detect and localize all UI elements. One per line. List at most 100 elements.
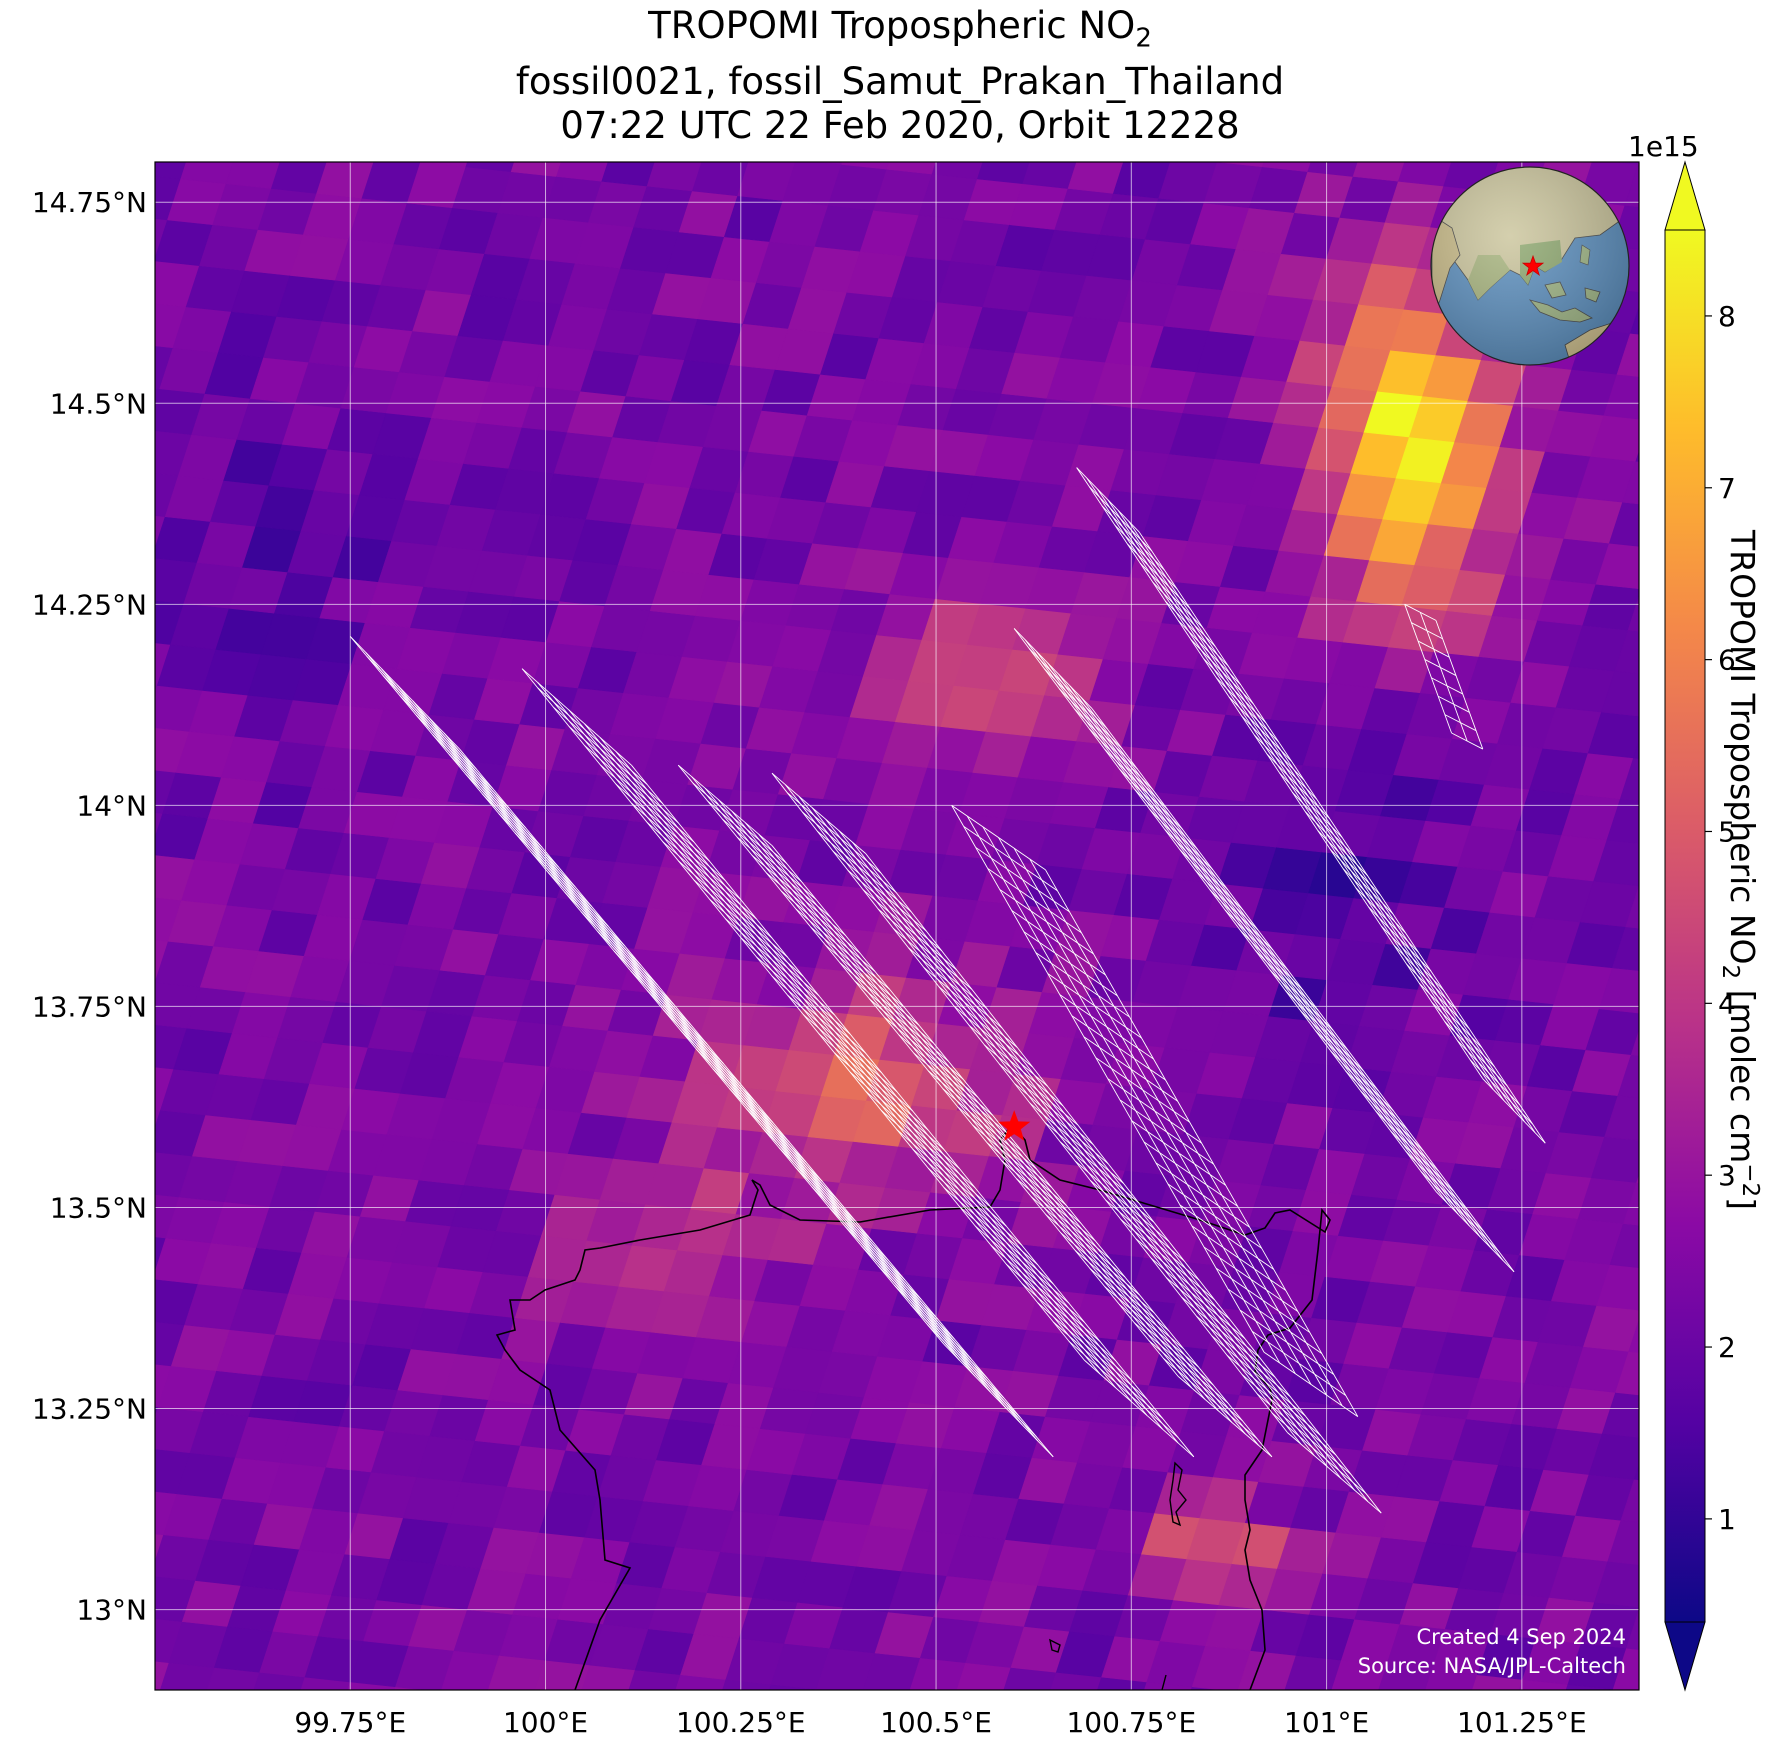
colorbar-exponent: 1e15 xyxy=(1628,130,1699,163)
no2-pixel xyxy=(1598,967,1639,1014)
footprint-swath xyxy=(349,636,1054,1458)
figure-title: TROPOMI Tropospheric NO2 fossil0021, fos… xyxy=(160,4,1640,148)
y-tick-label: 14.25°N xyxy=(32,588,147,621)
no2-pixel xyxy=(1626,1608,1639,1650)
no2-pixel xyxy=(155,162,187,180)
no2-pixel xyxy=(1623,1182,1639,1226)
no2-pixel xyxy=(1582,583,1639,631)
no2-pixel xyxy=(692,162,749,197)
footprint-swath xyxy=(521,668,1195,1458)
no2-pixel xyxy=(1607,1519,1639,1565)
title-line-2: fossil0021, fossil_Samut_Prakan_Thailand xyxy=(515,60,1285,104)
x-tick-label: 100.5°E xyxy=(880,1706,992,1739)
no2-pixel xyxy=(1603,373,1639,420)
no2-pixel xyxy=(361,162,421,204)
map-frame xyxy=(154,161,1640,1691)
no2-pixel xyxy=(1307,162,1359,177)
no2-pixel xyxy=(1627,595,1639,632)
x-tick-label: 101.25°E xyxy=(1457,1706,1587,1739)
no2-pixel xyxy=(1608,501,1639,547)
no2-pixel xyxy=(1619,757,1639,802)
colorbar-tick-label: 4 xyxy=(1718,987,1736,1020)
colorbar-tick-label: 6 xyxy=(1718,644,1736,677)
y-tick-label: 14.5°N xyxy=(50,387,147,420)
no2-pixel xyxy=(1158,162,1218,204)
no2-pixel xyxy=(1601,670,1639,717)
title-line-1: TROPOMI Tropospheric NO2 xyxy=(648,4,1152,54)
no2-pixel xyxy=(1593,839,1639,887)
no2-pixel xyxy=(1398,162,1452,187)
no2-pixel xyxy=(180,162,234,185)
no2-pixel xyxy=(1614,629,1639,674)
no2-pixel xyxy=(1624,164,1639,208)
no2-pixel xyxy=(1113,162,1171,199)
x-tick-label: 100.75°E xyxy=(1066,1706,1196,1739)
colorbar-gradient xyxy=(1664,229,1706,1623)
no2-pixel xyxy=(601,162,656,187)
no2-pixel xyxy=(1617,1054,1639,1099)
no2-pixel xyxy=(316,162,375,199)
site-marker-star xyxy=(998,1110,1031,1141)
globe-site-marker xyxy=(1521,254,1545,277)
credits: Created 4 Sep 2024 Source: NASA/JPL-Calt… xyxy=(1358,1625,1626,1678)
no2-pixel xyxy=(1635,450,1639,462)
no2-pixel xyxy=(420,162,468,168)
x-tick-label: 100°E xyxy=(503,1706,588,1739)
no2-pixel xyxy=(1585,1008,1639,1056)
no2-pixel xyxy=(931,162,984,180)
y-tick-label: 14°N xyxy=(76,789,147,822)
no2-pixel xyxy=(1615,1351,1639,1396)
x-tick-label: 101°E xyxy=(1284,1706,1369,1739)
island xyxy=(1049,1638,1061,1653)
no2-pixel xyxy=(1022,162,1077,189)
no2-pixel xyxy=(1630,305,1639,335)
no2-pixel xyxy=(271,162,328,194)
y-tick-label: 14.75°N xyxy=(32,186,147,219)
footprint-swath xyxy=(1013,628,1515,1273)
inset-globe xyxy=(1430,166,1630,366)
footprint-swath xyxy=(1076,467,1546,1144)
no2-pixel xyxy=(1616,332,1639,377)
no2-pixel xyxy=(1596,1264,1639,1311)
no2-pixel xyxy=(1630,1029,1639,1056)
no2-pixel xyxy=(1587,711,1639,759)
no2-pixel xyxy=(1606,798,1639,844)
no2-pixel xyxy=(225,162,281,189)
data-source: Source: NASA/JPL-Caltech xyxy=(1358,1654,1626,1678)
y-tick-label: 13.5°N xyxy=(50,1191,147,1224)
target-footprint-grids xyxy=(349,467,1546,1514)
no2-pixel xyxy=(1628,1318,1639,1353)
no2-pixel xyxy=(1633,739,1639,759)
no2-pixel xyxy=(1216,162,1265,168)
no2-pixel xyxy=(1609,1223,1639,1268)
no2-pixel xyxy=(1601,1392,1639,1438)
no2-pixel xyxy=(1625,885,1639,929)
colorbar-tick-label: 7 xyxy=(1718,472,1736,505)
colorbar-tick-label: 3 xyxy=(1718,1159,1736,1192)
no2-pixel xyxy=(1604,1095,1639,1141)
no2-pixel xyxy=(977,162,1031,185)
no2-pixel xyxy=(841,162,890,170)
colorbar-extend-low xyxy=(1664,1621,1706,1692)
x-tick-label: 99.75°E xyxy=(294,1706,406,1739)
no2-pixel xyxy=(1580,880,1639,928)
no2-pixel xyxy=(1262,162,1312,173)
no2-pixel-field xyxy=(155,162,1639,1690)
no2-pixel xyxy=(737,162,796,201)
colorbar-tick-label: 5 xyxy=(1718,815,1736,848)
footprint-swath xyxy=(677,764,1273,1458)
title-line-3: 07:22 UTC 22 Feb 2020, Orbit 12228 xyxy=(560,104,1240,148)
no2-pixel xyxy=(1594,1560,1639,1608)
colorbar-ticks: 1 2 3 4 5 6 7 8 xyxy=(1705,300,1736,1536)
no2-pixel xyxy=(1595,542,1639,590)
no2-pixel xyxy=(1580,1601,1639,1649)
no2-pixel xyxy=(1612,1647,1639,1690)
island xyxy=(1169,1461,1187,1527)
x-tick-label: 100.25°E xyxy=(676,1706,806,1739)
colorbar-tick-label: 1 xyxy=(1718,1503,1736,1536)
no2-pixel xyxy=(1622,460,1639,505)
no2-pixel xyxy=(1067,162,1124,194)
y-tick-label: 13.75°N xyxy=(32,990,147,1023)
no2-pixel xyxy=(1590,414,1639,462)
